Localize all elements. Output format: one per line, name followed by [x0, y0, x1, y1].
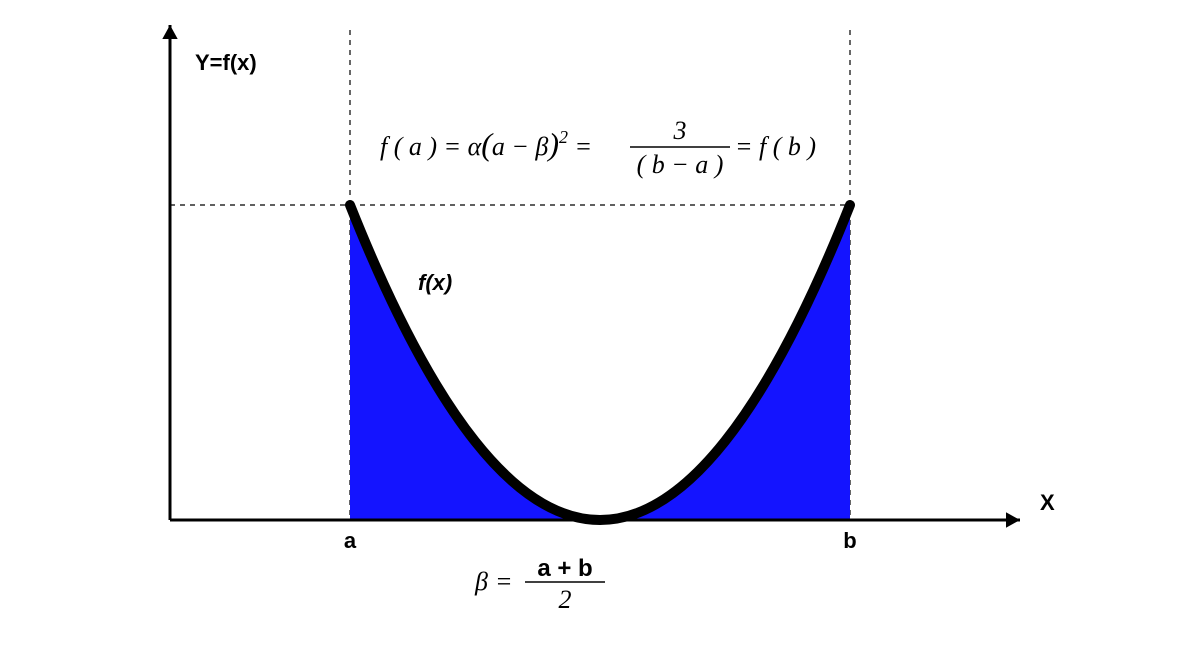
x-axis-arrow: [1006, 512, 1020, 527]
y-axis-arrow: [162, 25, 177, 39]
tick-label-a: a: [344, 528, 357, 553]
ft-p4: ): [546, 126, 559, 162]
formula-bottom-denominator: 2: [559, 585, 572, 614]
curve-label: f(x): [418, 270, 452, 295]
ft-p1: f ( a ) = α: [380, 132, 483, 161]
diagram-canvas: Y=f(x) X a b f(x) f ( a ) = α(a − β)2 = …: [0, 0, 1200, 660]
formula-top-denominator: ( b − a ): [637, 150, 724, 179]
ft-eq1: =: [568, 132, 592, 161]
formula-bottom-eq: =: [495, 567, 513, 596]
ft-exponent: 2: [559, 127, 568, 147]
x-axis-label: X: [1040, 490, 1055, 515]
y-axis-label: Y=f(x): [195, 50, 257, 75]
ft-p3: a − β: [492, 132, 549, 161]
formula-bottom-numerator: a + b: [537, 555, 592, 582]
formula-top: f ( a ) = α(a − β)2 = 3 ( b − a ) = f ( …: [380, 116, 816, 179]
formula-top-rhs: = f ( b ): [735, 132, 816, 161]
tick-label-b: b: [843, 528, 856, 553]
formula-top-lhs: f ( a ) = α(a − β)2 =: [380, 126, 592, 162]
formula-bottom: β = a + b 2: [474, 555, 605, 614]
formula-bottom-beta: β: [474, 567, 488, 596]
formula-top-numerator: 3: [673, 116, 687, 145]
